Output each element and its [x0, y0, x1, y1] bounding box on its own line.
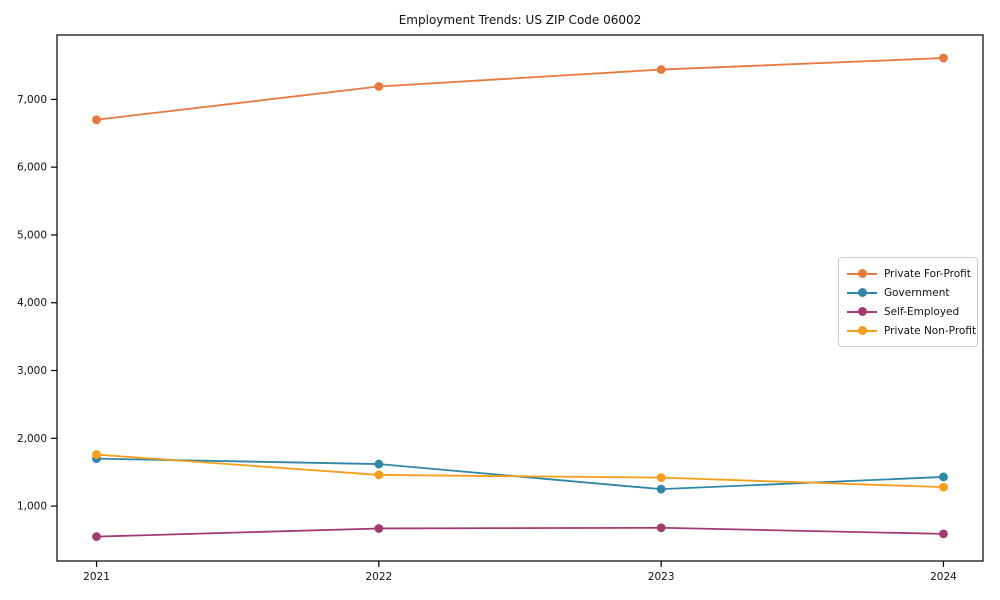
y-axis-tick-label: 1,000: [17, 501, 47, 513]
legend-item-label: Self-Employed: [884, 305, 960, 318]
data-point-marker: [939, 472, 948, 482]
legend-item-label: Government: [884, 286, 950, 299]
data-point-marker: [656, 65, 666, 74]
x-axis-tick-label: 2024: [930, 571, 957, 583]
data-point-marker: [939, 529, 948, 539]
legend: Private For-Profit Government Self-Employe…: [838, 257, 978, 347]
chart-title: Employment Trends: US ZIP Code 06002: [398, 13, 642, 27]
y-axis-tick-label: 5,000: [17, 229, 47, 241]
data-point-marker: [656, 484, 666, 494]
data-point-marker: [939, 482, 948, 492]
plot-frame: [56, 34, 984, 562]
series-line: [95, 453, 945, 489]
legend-line-marker-icon: [847, 269, 877, 278]
data-point-marker: [656, 523, 666, 533]
legend-item-label: Private For-Profit: [884, 267, 971, 280]
y-axis-tick-label: 2,000: [17, 433, 47, 445]
data-point-marker: [374, 524, 384, 533]
x-axis-tick-label: 2021: [83, 571, 110, 583]
legend-line-marker-icon: [847, 288, 877, 297]
legend-item: Private For-Profit: [847, 264, 971, 283]
x-axis-tick-label: 2023: [648, 571, 675, 583]
y-axis-tick-label: 4,000: [17, 297, 47, 309]
data-point-marker: [939, 53, 948, 63]
y-axis-tick-label: 6,000: [17, 162, 47, 174]
x-axis-tick-label: 2022: [365, 571, 392, 583]
y-axis-tick-label: 7,000: [17, 94, 47, 106]
data-point-marker: [92, 115, 101, 125]
legend-item: Private Non-Profit: [847, 321, 976, 340]
data-point-marker: [374, 82, 384, 91]
data-point-marker: [374, 459, 384, 469]
legend-item: Government: [847, 283, 969, 302]
legend-line-marker-icon: [847, 307, 877, 316]
series-line: [95, 57, 945, 121]
data-point-marker: [92, 450, 101, 459]
legend-item: Self-Employed: [847, 302, 969, 321]
y-axis-tick-label: 3,000: [17, 365, 47, 377]
legend-item-label: Private Non-Profit: [884, 324, 977, 337]
data-point-marker: [656, 473, 666, 483]
data-point-marker: [92, 532, 101, 541]
series-line: [95, 526, 945, 538]
legend-line-marker-icon: [847, 326, 877, 335]
data-point-marker: [374, 470, 384, 480]
